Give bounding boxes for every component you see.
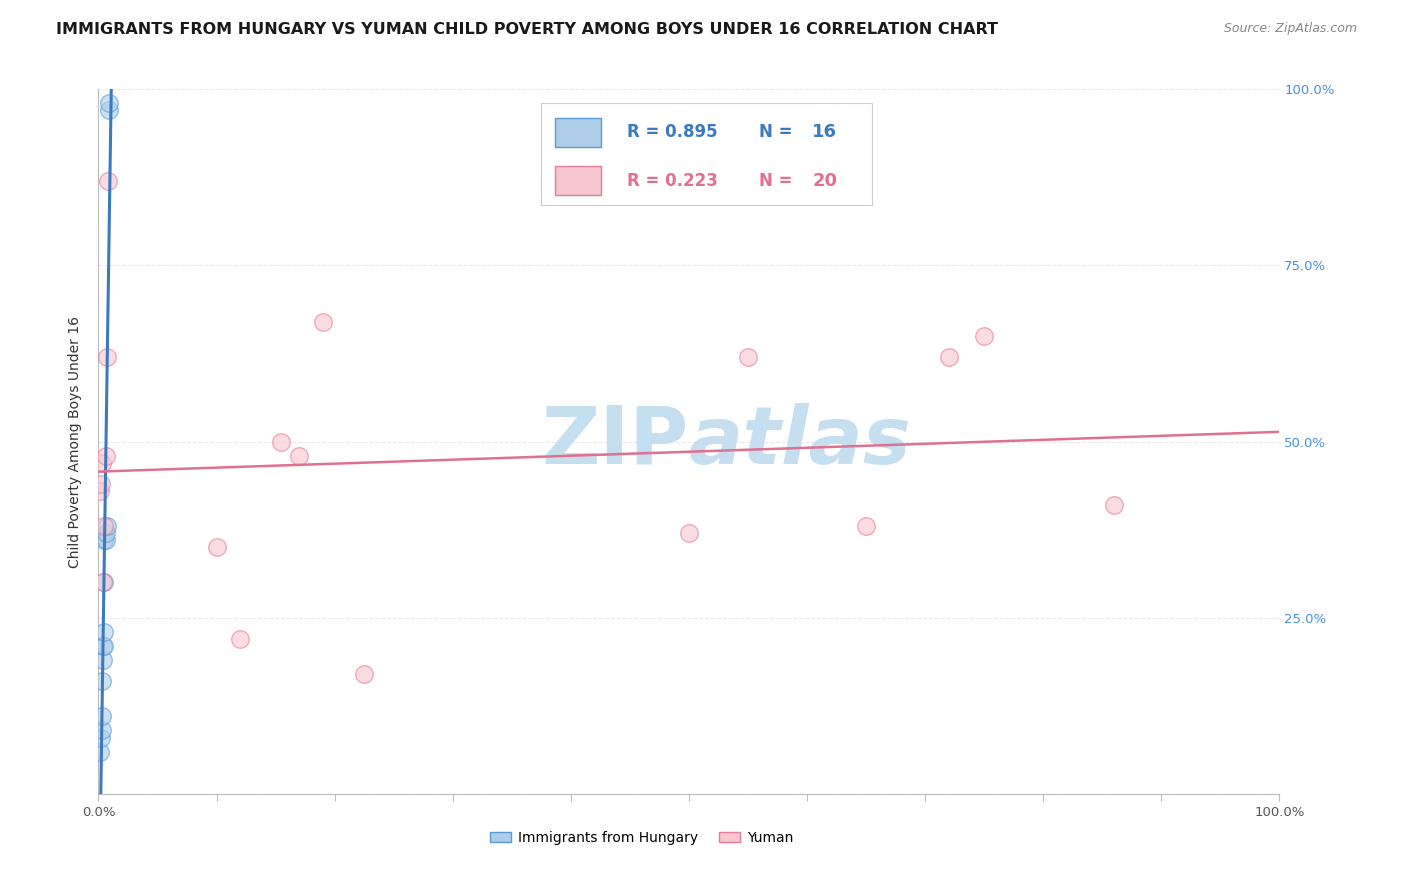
- Point: [89, 745, 111, 759]
- Point: [91, 653, 114, 667]
- Point: [90, 476, 112, 491]
- Point: [91, 456, 114, 470]
- Text: atlas: atlas: [689, 402, 911, 481]
- Point: [312, 315, 335, 329]
- Point: [205, 541, 228, 555]
- Point: [91, 674, 114, 689]
- Y-axis label: Child Poverty Among Boys Under 16: Child Poverty Among Boys Under 16: [69, 316, 83, 567]
- Point: [270, 434, 292, 449]
- Point: [737, 350, 759, 364]
- Point: [90, 731, 112, 745]
- Point: [91, 639, 114, 653]
- Point: [93, 533, 115, 548]
- Point: [93, 624, 115, 639]
- Text: 20: 20: [813, 171, 837, 189]
- Point: [94, 526, 117, 541]
- Text: IMMIGRANTS FROM HUNGARY VS YUMAN CHILD POVERTY AMONG BOYS UNDER 16 CORRELATION C: IMMIGRANTS FROM HUNGARY VS YUMAN CHILD P…: [56, 22, 998, 37]
- Point: [93, 639, 115, 653]
- Text: N =: N =: [759, 123, 799, 141]
- Point: [94, 533, 117, 548]
- Legend: Immigrants from Hungary, Yuman: Immigrants from Hungary, Yuman: [485, 825, 799, 850]
- Point: [91, 723, 114, 738]
- Point: [89, 483, 111, 498]
- Point: [93, 519, 115, 533]
- Text: ZIP: ZIP: [541, 402, 689, 481]
- Point: [91, 575, 114, 590]
- Point: [973, 328, 995, 343]
- Text: 16: 16: [813, 123, 837, 141]
- Text: N =: N =: [759, 171, 799, 189]
- Text: Source: ZipAtlas.com: Source: ZipAtlas.com: [1223, 22, 1357, 36]
- Point: [98, 103, 121, 118]
- Point: [1102, 498, 1125, 512]
- Point: [96, 350, 118, 364]
- Point: [353, 667, 375, 681]
- Point: [288, 449, 311, 463]
- Point: [855, 519, 877, 533]
- Text: R = 0.895: R = 0.895: [627, 123, 718, 141]
- Point: [93, 575, 115, 590]
- Point: [91, 709, 114, 723]
- Point: [94, 449, 117, 463]
- Point: [678, 526, 700, 541]
- Point: [229, 632, 252, 646]
- Point: [98, 96, 121, 111]
- Point: [938, 350, 960, 364]
- Text: R = 0.223: R = 0.223: [627, 171, 718, 189]
- FancyBboxPatch shape: [554, 166, 600, 194]
- Point: [97, 174, 120, 188]
- Point: [96, 519, 118, 533]
- FancyBboxPatch shape: [554, 118, 600, 146]
